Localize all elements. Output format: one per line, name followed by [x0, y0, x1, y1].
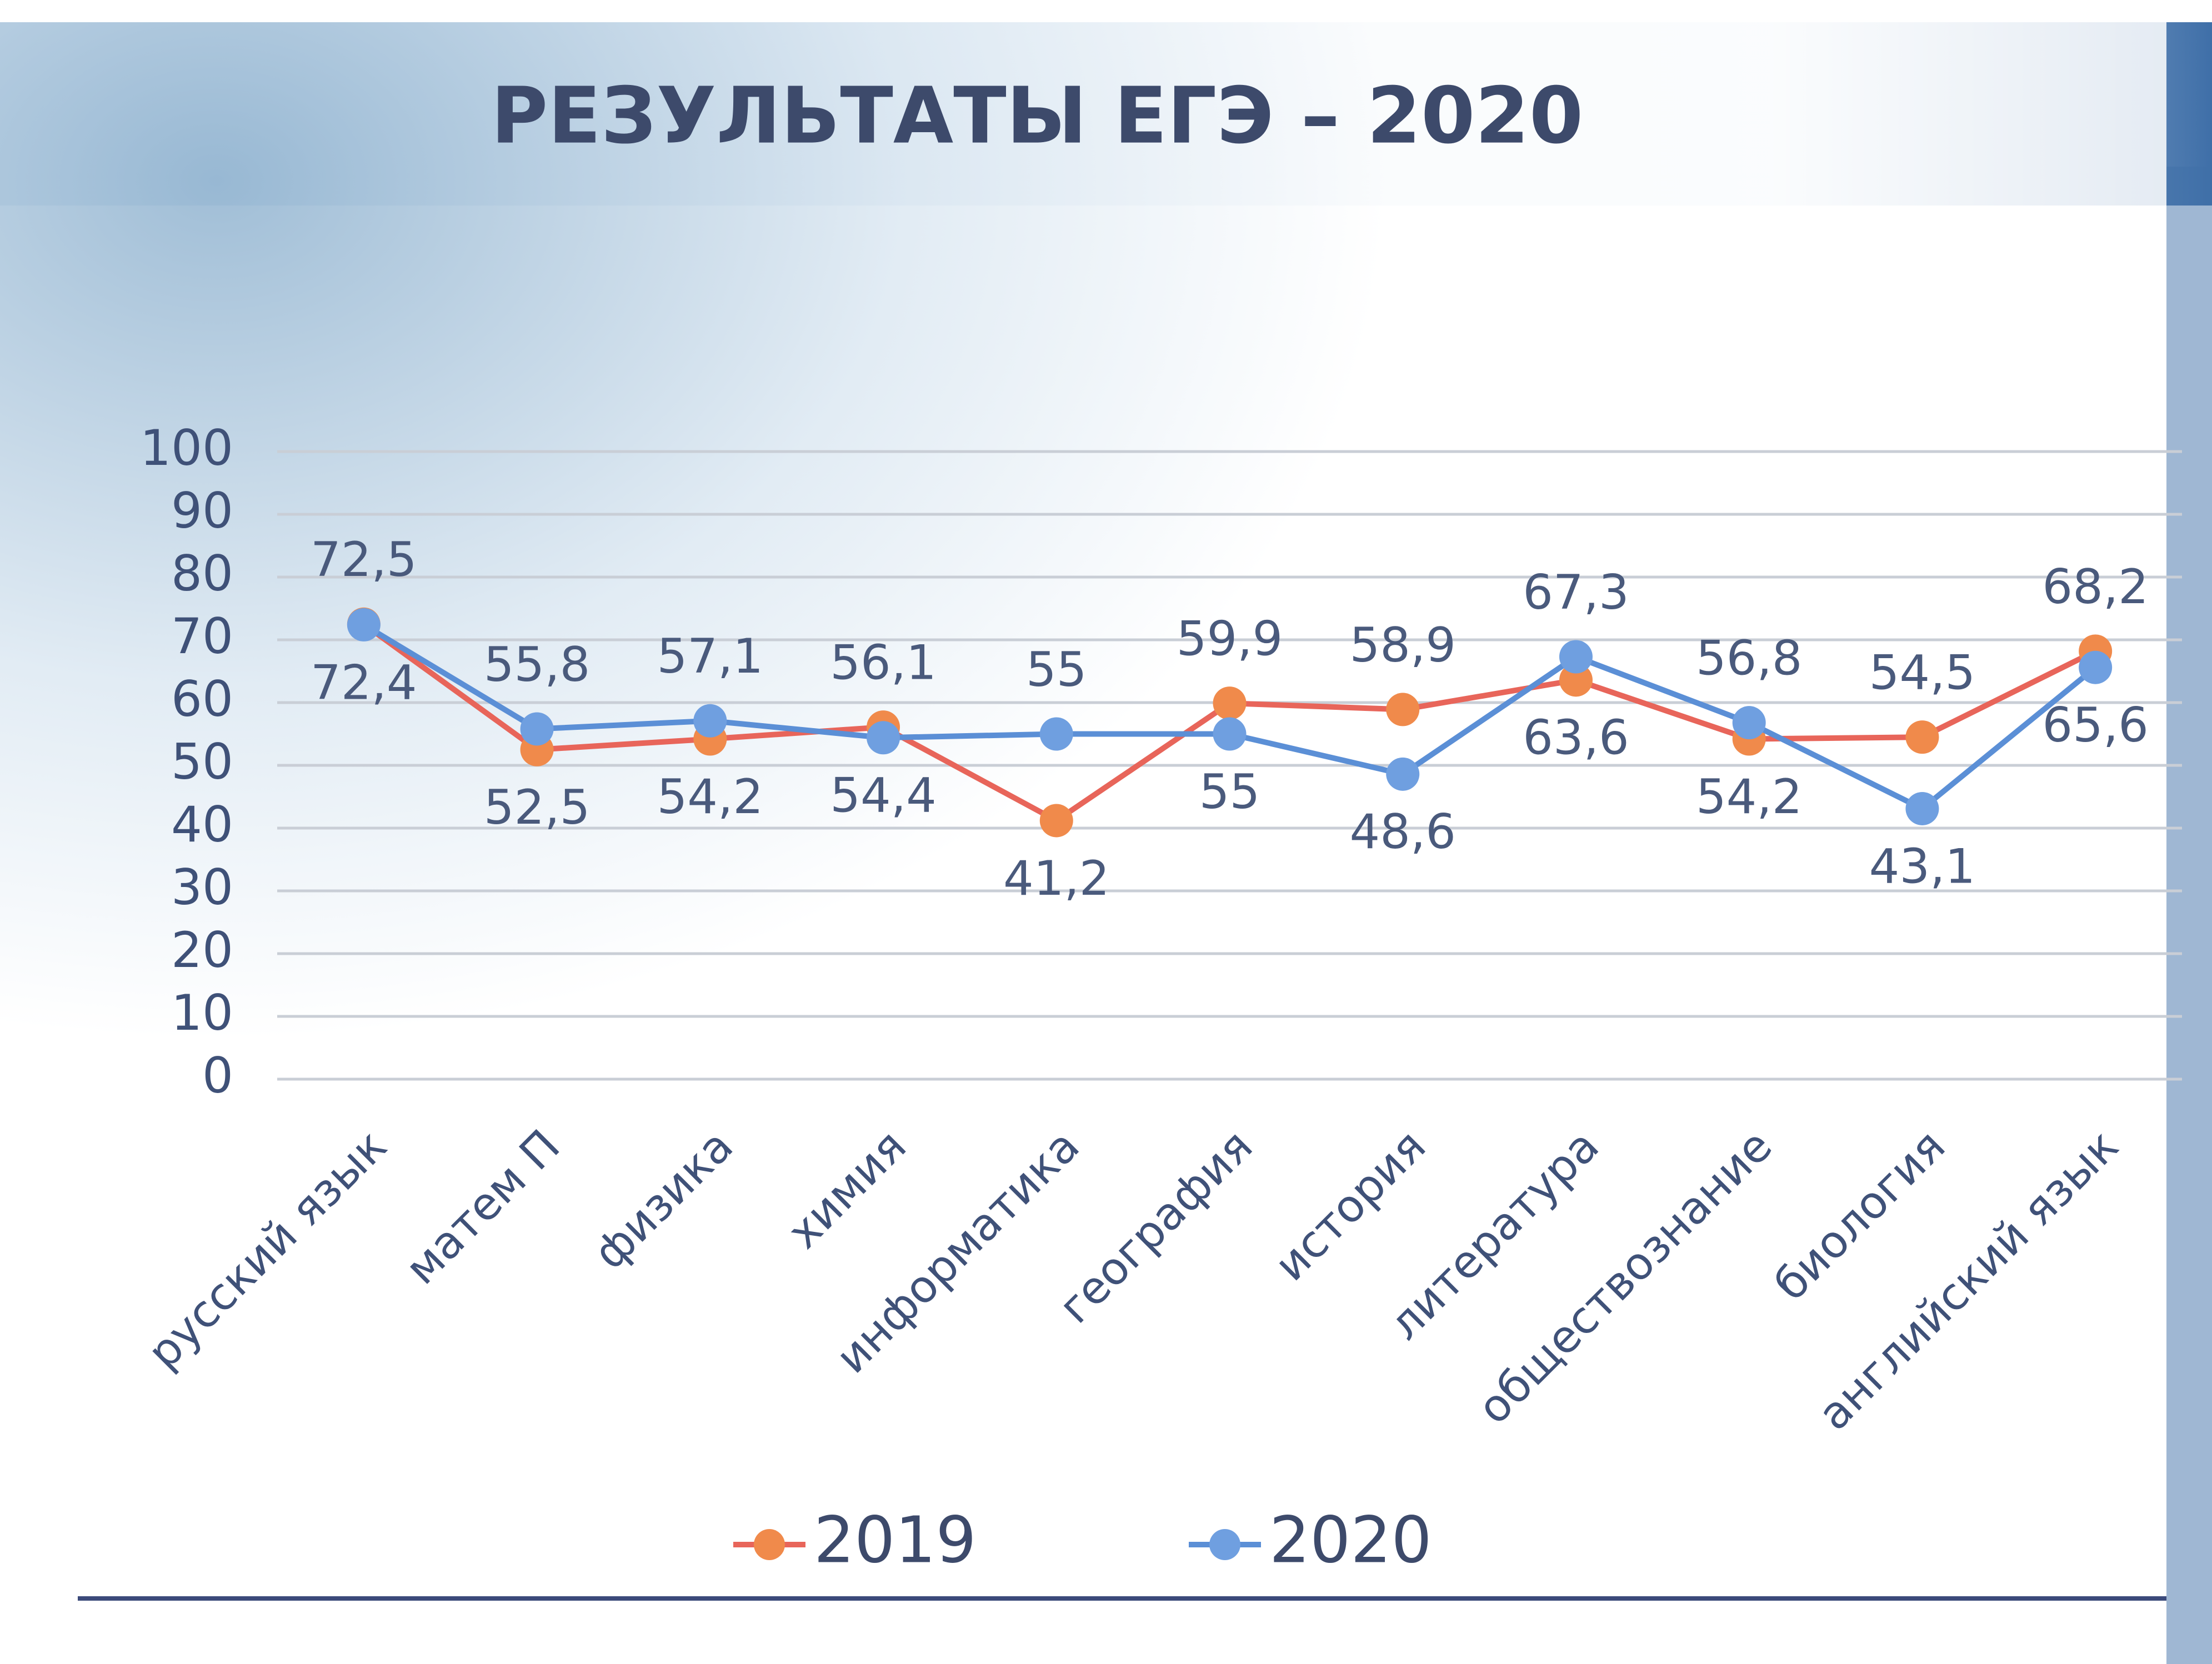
data-label: 54,4	[830, 768, 936, 824]
point-marker	[1213, 718, 1247, 751]
point-marker	[1386, 693, 1419, 726]
data-label: 56,8	[1696, 631, 1802, 686]
legend-label: 2020	[1269, 1503, 1432, 1578]
data-label: 54,5	[1869, 645, 1975, 701]
chart: РЕЗУЛЬТАТЫ ЕГЭ – 2020 0 102030 40 506070 80 9…	[0, 0, 2212, 1664]
y-tick-label: 80	[171, 545, 233, 602]
y-tick-label: 40	[171, 796, 233, 853]
legend-label: 2019	[814, 1503, 977, 1578]
point-marker	[1905, 792, 1939, 825]
data-label: 58,9	[1349, 618, 1455, 673]
data-label: 72,4	[311, 655, 417, 710]
point-marker	[867, 721, 900, 754]
data-label: 54,2	[657, 769, 763, 825]
slide-edge	[2166, 167, 2212, 1664]
data-label: 56,1	[830, 635, 936, 690]
data-label: 65,6	[2042, 698, 2148, 753]
data-label: 68,2	[2042, 559, 2148, 615]
y-tick-label: 70	[171, 608, 233, 665]
y-tick-label: 10	[171, 984, 233, 1041]
data-label: 55	[1199, 764, 1260, 820]
legend-marker	[1209, 1529, 1240, 1560]
point-marker	[1559, 640, 1593, 674]
y-tick-label: 50	[171, 733, 233, 790]
data-label: 55,8	[484, 637, 590, 693]
y-tick-label: 30	[171, 859, 233, 916]
point-marker	[1733, 706, 1766, 739]
data-label: 59,9	[1177, 612, 1283, 667]
chart-title: РЕЗУЛЬТАТЫ ЕГЭ – 2020	[491, 71, 1584, 162]
point-marker	[1905, 720, 1939, 754]
data-label: 48,6	[1349, 804, 1455, 860]
data-label: 52,5	[484, 780, 590, 835]
y-tick-label: 90	[171, 482, 233, 539]
data-label: 43,1	[1869, 839, 1975, 894]
point-marker	[347, 608, 381, 641]
y-tick-label: 20	[171, 921, 233, 979]
data-label: 72,5	[311, 532, 417, 588]
point-marker	[1213, 686, 1247, 720]
point-marker	[1040, 718, 1073, 751]
point-marker	[693, 704, 727, 738]
data-label: 57,1	[657, 629, 763, 684]
legend-marker	[754, 1529, 785, 1560]
y-tick-label: 60	[171, 670, 233, 728]
data-label: 67,3	[1523, 565, 1629, 620]
point-marker	[1386, 758, 1419, 791]
data-label: 55	[1026, 642, 1087, 698]
point-marker	[1040, 804, 1073, 837]
data-label: 54,2	[1696, 769, 1802, 825]
point-marker	[2079, 651, 2112, 684]
y-tick-label: 0	[202, 1047, 233, 1104]
y-tick-label: 100	[140, 419, 233, 477]
point-marker	[521, 712, 554, 745]
data-label: 63,6	[1523, 710, 1629, 766]
data-label: 41,2	[1003, 851, 1109, 906]
